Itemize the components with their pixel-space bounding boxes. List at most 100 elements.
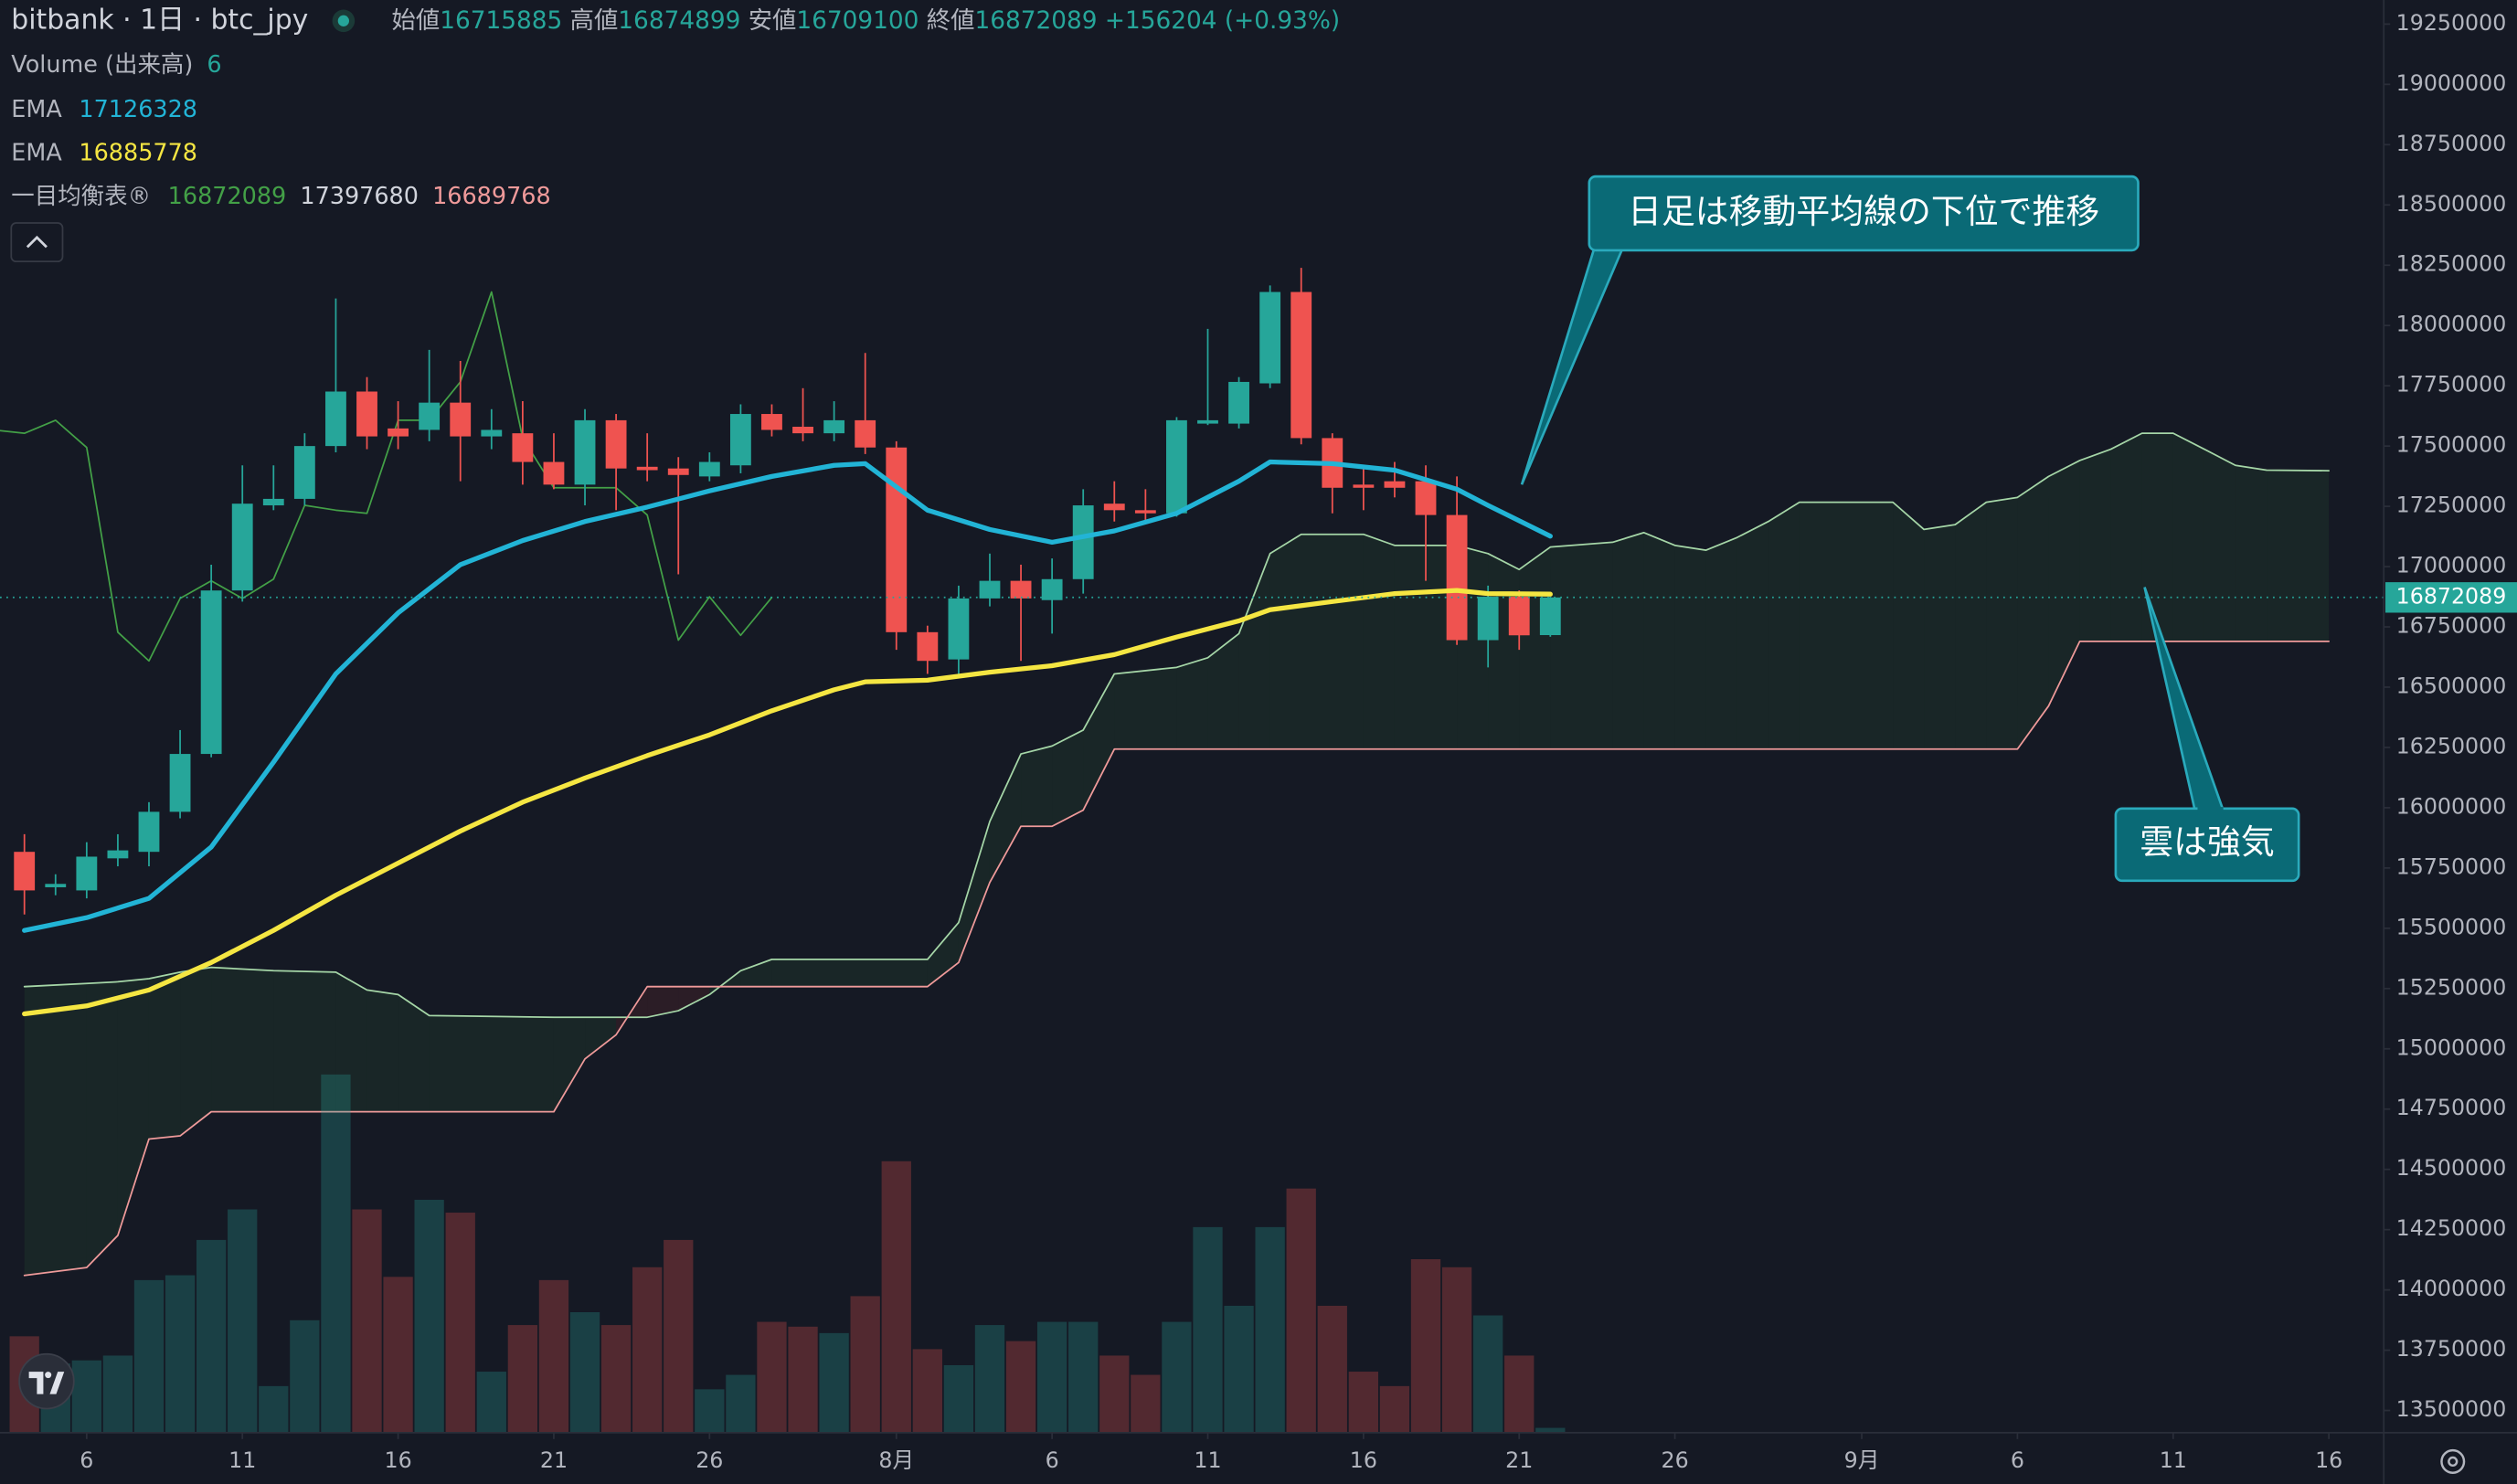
volume-bar — [1131, 1374, 1161, 1433]
candle-body — [169, 754, 191, 812]
collapse-icon — [26, 235, 48, 249]
y-tick-label: 16750000 — [2396, 613, 2507, 639]
volume-bar — [664, 1239, 694, 1433]
callout-box — [1588, 175, 2140, 252]
cloud-fill — [1924, 525, 1956, 749]
cloud-fill — [1269, 534, 1301, 749]
ohlc-label: 終値 — [927, 6, 975, 34]
volume-bar — [1005, 1341, 1036, 1433]
volume-bar — [414, 1199, 444, 1433]
candle-body — [1228, 381, 1249, 424]
candle-body — [1197, 419, 1218, 424]
x-tick-label: 8月 — [878, 1447, 914, 1473]
y-tick-label: 13500000 — [2396, 1396, 2507, 1422]
candle-body — [1539, 597, 1561, 636]
candle-body — [1290, 292, 1312, 439]
x-tick-label: 26 — [696, 1447, 723, 1473]
y-tick-label: 16500000 — [2396, 673, 2507, 698]
cloud-fill — [958, 821, 990, 963]
legend-label: Volume (出来高) — [11, 51, 193, 79]
cloud-fill — [1519, 546, 1551, 749]
x-tick-label: 21 — [1505, 1447, 1533, 1473]
cloud-fill — [647, 986, 679, 1018]
volume-bar — [881, 1161, 911, 1433]
cloud-fill — [1301, 534, 1364, 749]
symbol[interactable]: bitbank · 1日 · btc_jpy — [11, 4, 308, 36]
y-tick-label: 14000000 — [2396, 1276, 2507, 1301]
volume-bar — [1441, 1267, 1472, 1433]
y-tick-label: 15750000 — [2396, 853, 2507, 879]
y-tick-label: 18000000 — [2396, 312, 2507, 337]
cloud-fill — [211, 967, 274, 1112]
cloud-fill — [429, 1015, 554, 1112]
volume-bar — [632, 1267, 663, 1433]
cloud-fill — [1488, 553, 1520, 749]
cloud-fill — [1083, 673, 1115, 811]
change: +156204 (+0.93%) — [1105, 6, 1340, 34]
candle-body — [917, 631, 939, 662]
y-tick-label: 14750000 — [2396, 1095, 2507, 1120]
x-tick-label: 6 — [2011, 1447, 2024, 1473]
cloud-fill — [1705, 537, 1737, 749]
callout-text: 日足は移動平均線の下位で推移 — [1628, 192, 2099, 231]
candle-body — [512, 433, 534, 462]
y-tick-label: 18750000 — [2396, 131, 2507, 156]
callout[interactable]: 雲は強気 — [2114, 587, 2300, 883]
settings-icon[interactable] — [2440, 1448, 2466, 1474]
ohlc: 始値16715885 高値16874899 安値16709100 終値16872… — [392, 6, 1341, 34]
volume-bar — [476, 1372, 506, 1433]
legend-row[interactable]: 一目均衡表® 16872089 17397680 16689768 — [11, 183, 550, 210]
ohlc-label: 始値 — [392, 6, 441, 34]
candle-body — [1446, 514, 1468, 641]
candle-body — [636, 466, 658, 471]
collapse-button[interactable] — [10, 222, 64, 263]
span-a-line — [23, 432, 2331, 1019]
volume-bar — [726, 1374, 756, 1433]
cloud-fill — [180, 967, 212, 1137]
candle-body — [948, 598, 970, 660]
candle-body — [231, 504, 253, 591]
cloud-fill — [398, 994, 430, 1112]
candle-body — [1041, 578, 1063, 600]
cloud-fill — [1674, 545, 1706, 749]
candle-body — [14, 852, 36, 891]
volume-bar — [1224, 1305, 1254, 1433]
collapse-button-frame[interactable] — [10, 222, 64, 263]
legend-row[interactable]: Volume (出来高) 6 — [11, 51, 221, 79]
x-tick-label: 16 — [1350, 1447, 1377, 1473]
y-tick-label: 15000000 — [2396, 1034, 2507, 1060]
cloud-fill — [1238, 553, 1270, 749]
volume-bar — [290, 1320, 320, 1433]
y-tick-label: 18250000 — [2396, 251, 2507, 277]
candle-body — [605, 419, 627, 469]
cloud-fill — [117, 978, 149, 1235]
y-tick-label: 14250000 — [2396, 1215, 2507, 1241]
volume-bar — [1535, 1427, 1566, 1433]
settings-button[interactable] — [2440, 1448, 2466, 1474]
cloud-fill — [1986, 497, 2018, 749]
cloud-fill — [771, 959, 928, 987]
cloud-fill — [1052, 729, 1084, 827]
volume-bar — [912, 1349, 942, 1433]
logo[interactable] — [18, 1352, 75, 1410]
ohlc-value: 16709100 — [796, 6, 919, 34]
volume-bar — [757, 1321, 787, 1433]
y-tick-label: 15500000 — [2396, 914, 2507, 939]
callout-joint — [2197, 807, 2224, 815]
volume-bar — [102, 1355, 133, 1433]
candle-body — [1072, 505, 1094, 579]
candle-body — [76, 856, 98, 891]
cloud-fill — [678, 986, 710, 1012]
legend-row[interactable]: EMA 17126328 — [11, 96, 197, 123]
callout[interactable]: 日足は移動平均線の下位で推移 — [1520, 175, 2140, 485]
x-tick-label: 11 — [2160, 1447, 2187, 1473]
cloud-fill — [2048, 460, 2080, 706]
legend-row[interactable]: EMA 16885778 — [11, 140, 197, 167]
volume-bar — [165, 1275, 196, 1433]
candle-body — [729, 414, 751, 466]
candle-body — [698, 461, 720, 477]
cloud-fill — [2267, 470, 2330, 641]
candle-body — [1103, 504, 1125, 511]
volume-bar — [819, 1332, 849, 1433]
x-tick-label: 11 — [228, 1447, 256, 1473]
